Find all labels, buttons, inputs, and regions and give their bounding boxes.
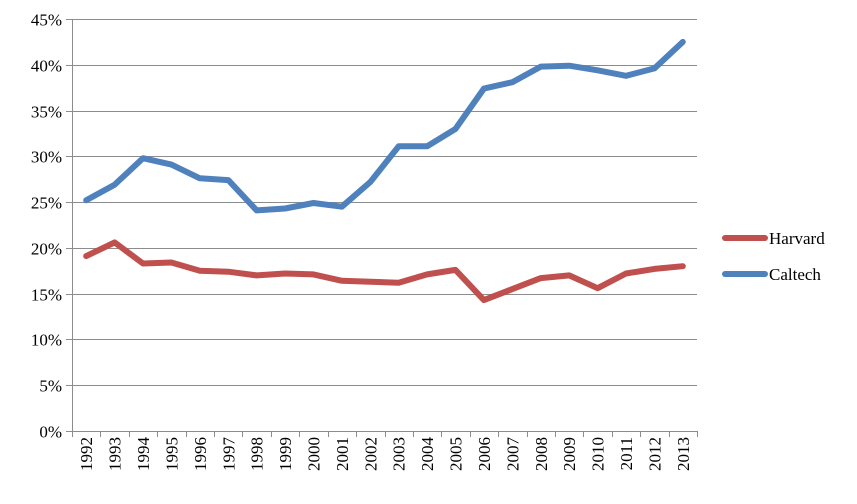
- x-axis-tick-label: 2001: [333, 437, 352, 471]
- x-axis-tick-labels: 1992 1993 1994 1995 1996 1997 1998 1999 2000 2001…: [77, 437, 693, 472]
- y-axis-tick-label: 40%: [31, 57, 62, 76]
- axes: [66, 19, 698, 437]
- y-axis-tick-label: 0%: [39, 423, 62, 442]
- x-axis-tick-label: 1997: [219, 437, 238, 472]
- y-axis-tick-label: 25%: [31, 194, 62, 213]
- y-axis-tick-label: 30%: [31, 148, 62, 167]
- x-axis-tick-label: 1993: [106, 437, 125, 471]
- x-axis-tick-label: 1996: [191, 437, 210, 471]
- x-axis-tick-label: 2009: [560, 437, 579, 471]
- y-axis-tick-label: 45%: [31, 11, 62, 30]
- legend: Harvard Caltech: [722, 229, 825, 284]
- series-lines: [83, 38, 686, 304]
- series-line-harvard: [83, 239, 686, 304]
- y-axis-tick-label: 20%: [31, 240, 62, 259]
- x-axis-tick-label: 2010: [589, 437, 608, 471]
- y-axis-tick-label: 15%: [31, 286, 62, 305]
- x-axis-tick-label: 1994: [134, 437, 153, 472]
- x-axis-tick-label: 1999: [276, 437, 295, 471]
- y-axis-tick-label: 10%: [31, 331, 62, 350]
- y-axis-tick-label: 5%: [39, 377, 62, 396]
- x-axis-tick-label: 2005: [447, 437, 466, 471]
- x-axis-tick-label: 2008: [532, 437, 551, 471]
- y-axis-tick-label: 35%: [31, 103, 62, 122]
- x-axis-tick-label: 2006: [475, 437, 494, 471]
- x-axis-tick-label: 1998: [248, 437, 267, 471]
- legend-label-caltech: Caltech: [769, 265, 821, 284]
- x-axis-tick-label: 2002: [361, 437, 380, 471]
- x-axis-tick-label: 1992: [77, 437, 96, 471]
- x-axis-tick-label: 2007: [503, 437, 522, 472]
- legend-label-harvard: Harvard: [769, 229, 825, 248]
- x-axis-tick-label: 2003: [390, 437, 409, 471]
- x-axis-tick-label: 1995: [162, 437, 181, 471]
- x-axis-tick-label: 2011: [617, 437, 636, 470]
- x-axis-tick-label: 2012: [645, 437, 664, 471]
- gridlines: [72, 19, 697, 386]
- x-axis-tick-label: 2000: [304, 437, 323, 471]
- series-line-caltech: [83, 38, 686, 214]
- x-axis-tick-label: 2013: [674, 437, 693, 471]
- y-axis-tick-labels: 0% 5% 10% 15% 20% 25% 30% 35% 40% 45%: [31, 11, 62, 442]
- x-axis-tick-label: 2004: [418, 437, 437, 472]
